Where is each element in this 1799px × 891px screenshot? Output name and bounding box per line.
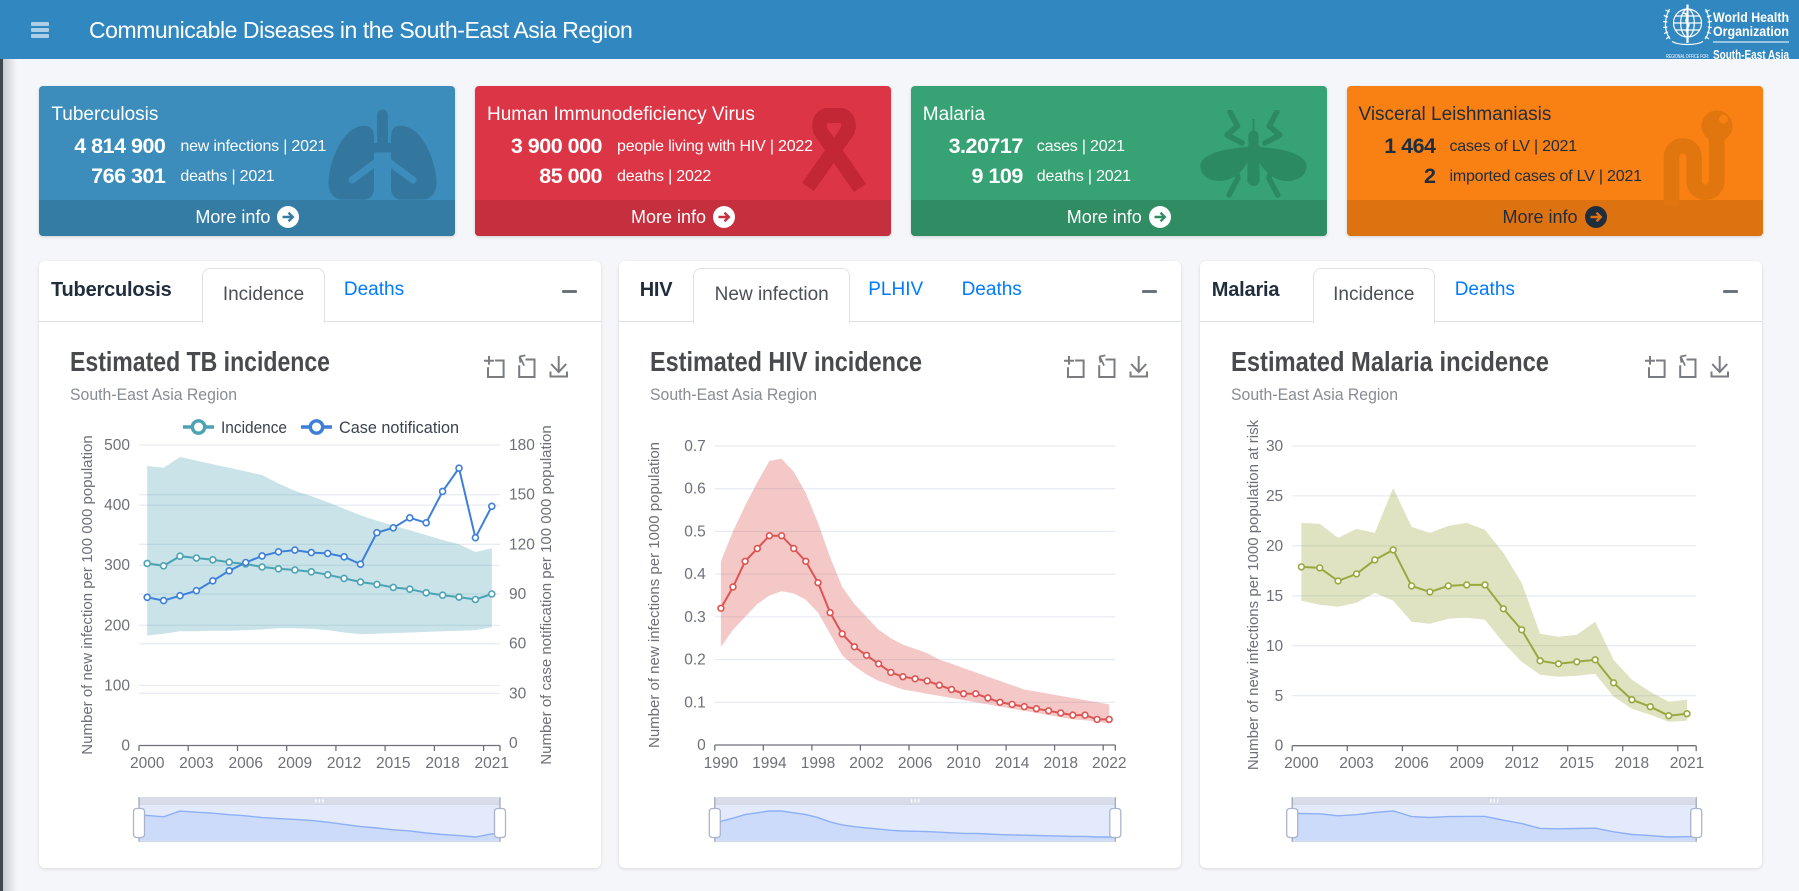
- svg-text:20: 20: [1266, 538, 1284, 555]
- svg-text:0.7: 0.7: [684, 438, 706, 455]
- svg-text:200: 200: [104, 617, 130, 634]
- svg-text:Estimated Malaria incidence: Estimated Malaria incidence: [1231, 346, 1549, 377]
- svg-text:2000: 2000: [1284, 755, 1319, 772]
- svg-text:30: 30: [1266, 438, 1284, 455]
- svg-text:60: 60: [509, 636, 527, 653]
- svg-text:2018: 2018: [425, 755, 459, 772]
- svg-text:REGIONAL OFFICE FOR:: REGIONAL OFFICE FOR:: [1666, 54, 1709, 59]
- svg-text:2010: 2010: [946, 755, 981, 772]
- svg-text:90: 90: [509, 586, 527, 603]
- svg-text:500: 500: [104, 437, 130, 454]
- svg-text:100: 100: [104, 677, 130, 694]
- svg-text:2018: 2018: [1043, 755, 1077, 772]
- svg-text:300: 300: [104, 557, 130, 574]
- svg-text:2015: 2015: [1559, 755, 1593, 772]
- svg-text:15: 15: [1266, 588, 1283, 605]
- svg-text:2002: 2002: [849, 755, 883, 772]
- svg-text:0.6: 0.6: [684, 481, 706, 498]
- svg-text:South-East Asia Region: South-East Asia Region: [650, 386, 817, 404]
- svg-text:Number of case notification pe: Number of case notification per 100 000 …: [538, 425, 555, 764]
- svg-text:180: 180: [509, 437, 535, 454]
- svg-text:2022: 2022: [1092, 755, 1126, 772]
- svg-text:0: 0: [1274, 738, 1283, 755]
- svg-text:Estimated HIV incidence: Estimated HIV incidence: [650, 346, 922, 377]
- svg-text:2003: 2003: [179, 755, 213, 772]
- svg-text:2003: 2003: [1339, 755, 1373, 772]
- svg-text:Estimated TB incidence: Estimated TB incidence: [70, 346, 330, 377]
- svg-text:0.5: 0.5: [684, 523, 706, 540]
- svg-text:Number of new infections per 1: Number of new infections per 1000 popula…: [1245, 419, 1262, 770]
- svg-text:0.3: 0.3: [684, 609, 706, 626]
- svg-text:0: 0: [509, 735, 518, 752]
- svg-text:0.2: 0.2: [684, 652, 706, 669]
- svg-text:2014: 2014: [995, 755, 1030, 772]
- svg-text:Number of new infections per 1: Number of new infections per 1000 popula…: [646, 442, 663, 748]
- svg-text:2009: 2009: [1449, 755, 1483, 772]
- svg-text:Number of new infection per 10: Number of new infection per 100 000 popu…: [79, 435, 96, 754]
- svg-text:South-East Asia: South-East Asia: [1713, 47, 1790, 59]
- svg-text:2018: 2018: [1614, 755, 1648, 772]
- svg-text:30: 30: [509, 685, 527, 702]
- svg-text:0: 0: [697, 737, 706, 754]
- svg-text:5: 5: [1274, 688, 1283, 705]
- svg-text:10: 10: [1266, 638, 1284, 655]
- svg-text:Organization: Organization: [1713, 23, 1789, 39]
- svg-text:2012: 2012: [1504, 755, 1538, 772]
- svg-text:Case notification: Case notification: [339, 418, 459, 437]
- svg-text:0: 0: [121, 738, 130, 755]
- svg-text:1990: 1990: [703, 755, 738, 772]
- svg-text:1998: 1998: [800, 755, 834, 772]
- svg-text:0.1: 0.1: [684, 694, 706, 711]
- svg-text:150: 150: [509, 487, 535, 504]
- svg-text:0.4: 0.4: [684, 566, 706, 583]
- svg-text:1994: 1994: [752, 755, 787, 772]
- svg-text:South-East Asia Region: South-East Asia Region: [70, 386, 237, 404]
- svg-text:2000: 2000: [130, 755, 165, 772]
- svg-text:2015: 2015: [376, 755, 410, 772]
- svg-text:2006: 2006: [898, 755, 932, 772]
- svg-text:2006: 2006: [228, 755, 262, 772]
- svg-text:2009: 2009: [278, 755, 312, 772]
- svg-text:2012: 2012: [327, 755, 361, 772]
- svg-text:Incidence: Incidence: [221, 418, 287, 437]
- svg-text:400: 400: [104, 497, 130, 514]
- svg-text:2021: 2021: [1670, 755, 1704, 772]
- svg-text:World Health: World Health: [1713, 9, 1789, 25]
- svg-text:2006: 2006: [1394, 755, 1428, 772]
- svg-text:120: 120: [509, 536, 535, 553]
- svg-text:South-East Asia Region: South-East Asia Region: [1231, 386, 1398, 404]
- svg-text:2021: 2021: [475, 755, 509, 772]
- svg-text:25: 25: [1266, 488, 1283, 505]
